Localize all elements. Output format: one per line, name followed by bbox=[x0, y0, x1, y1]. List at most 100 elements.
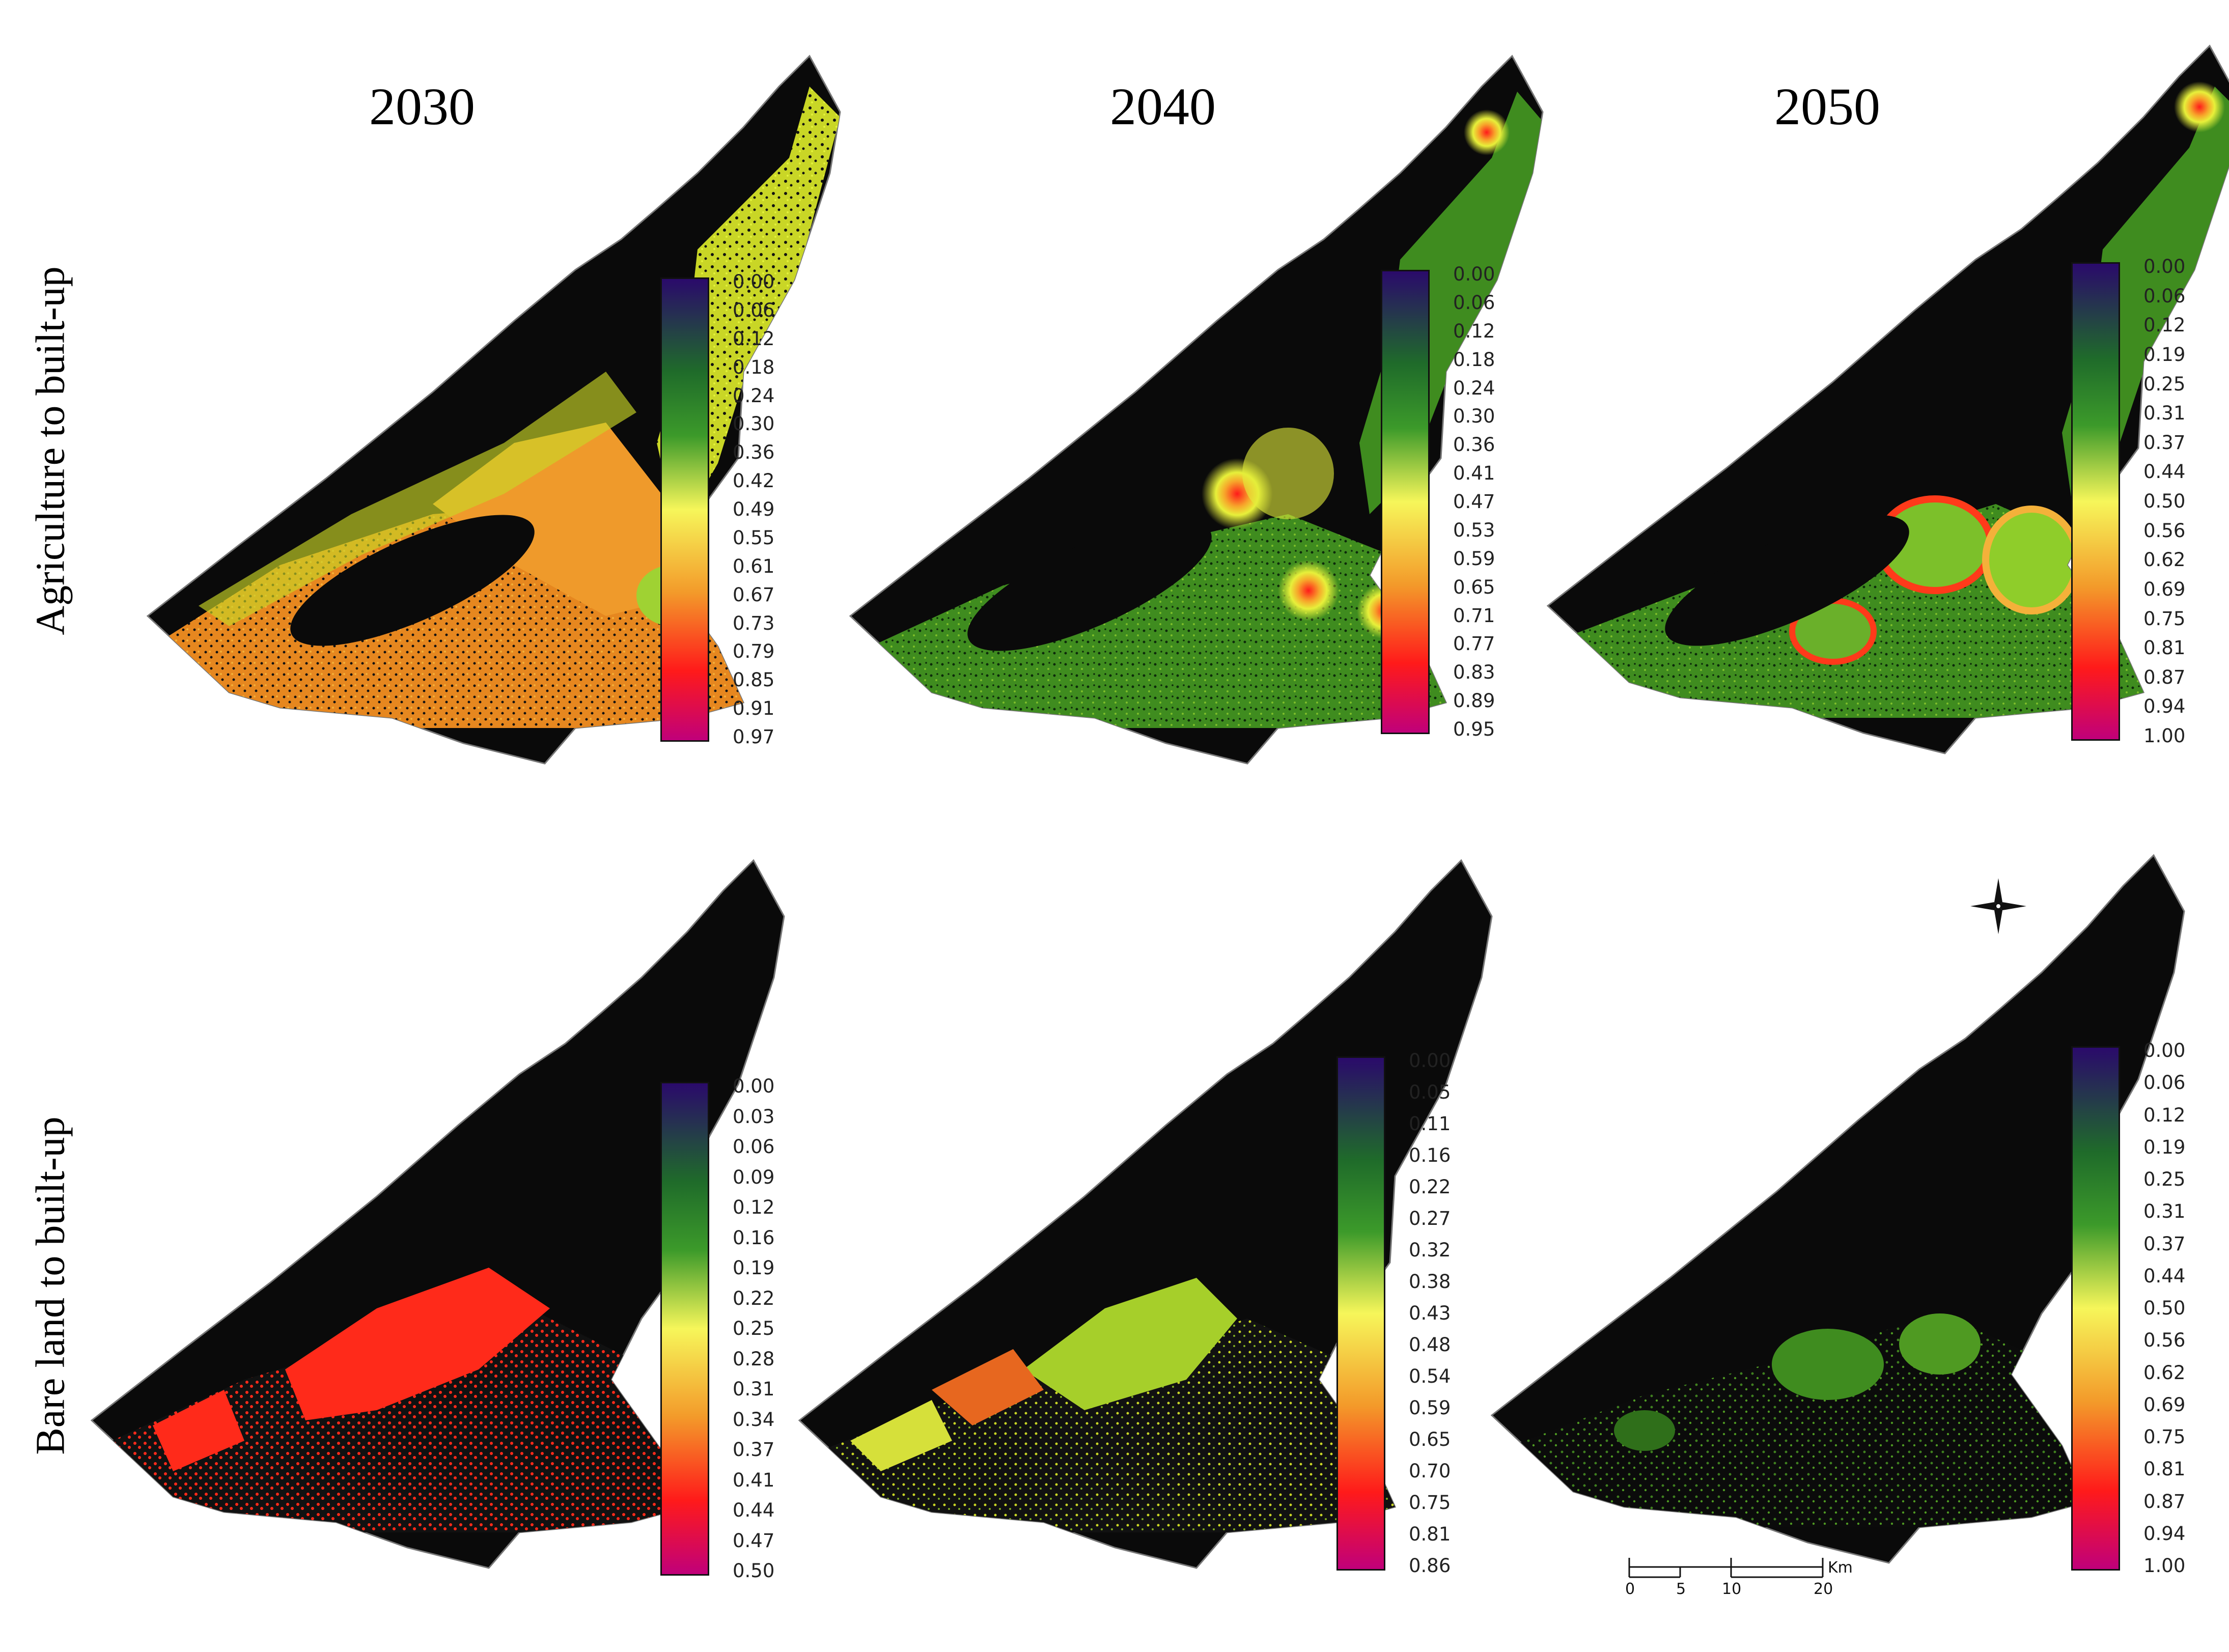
legend-tick-label: 0.00 bbox=[733, 1075, 775, 1097]
legend-tick-label: 0.87 bbox=[2143, 666, 2186, 688]
legend-tick-label: 0.31 bbox=[2143, 402, 2186, 425]
legend-bar bbox=[660, 277, 709, 742]
legend-tick-label: 1.00 bbox=[2143, 725, 2186, 747]
legend-tick-label: 0.00 bbox=[733, 271, 775, 293]
map-bare-2030 bbox=[91, 859, 785, 1569]
legend-tick-label: 0.47 bbox=[733, 1529, 775, 1552]
year-label-2040: 2040 bbox=[1110, 77, 1216, 136]
legend-tick-label: 0.94 bbox=[2143, 695, 2186, 718]
legend-tick-label: 0.12 bbox=[733, 1196, 775, 1218]
map-agri-2050 bbox=[1547, 45, 2229, 754]
year-label-2030: 2030 bbox=[369, 77, 475, 136]
legend-tick-label: 0.71 bbox=[1453, 604, 1495, 627]
legend-tick-label: 0.11 bbox=[1409, 1113, 1451, 1135]
legend-tick-label: 0.86 bbox=[1409, 1555, 1451, 1577]
legend-tick-label: 0.05 bbox=[1409, 1081, 1451, 1103]
legend-tick-label: 0.75 bbox=[1409, 1492, 1451, 1514]
legend-tick-label: 0.34 bbox=[733, 1408, 775, 1431]
legend-tick-label: 0.24 bbox=[733, 384, 775, 407]
legend-tick-label: 0.55 bbox=[733, 526, 775, 549]
legend-tick-label: 0.19 bbox=[733, 1257, 775, 1279]
legend-tick-label: 0.16 bbox=[1409, 1144, 1451, 1166]
legend-tick-label: 0.50 bbox=[2143, 1297, 2186, 1319]
legend-tick-label: 0.69 bbox=[2143, 578, 2186, 600]
legend-tick-label: 0.06 bbox=[733, 299, 775, 321]
legend-tick-label: 0.22 bbox=[733, 1287, 775, 1309]
legend-tick-label: 0.06 bbox=[2143, 1072, 2186, 1094]
legend-tick-label: 1.00 bbox=[2143, 1555, 2186, 1577]
legend-bar bbox=[660, 1082, 709, 1576]
legend-tick-label: 0.16 bbox=[733, 1226, 775, 1249]
legend-tick-label: 0.12 bbox=[733, 327, 775, 350]
legend-tick-label: 0.31 bbox=[733, 1378, 775, 1400]
legend-tick-label: 0.81 bbox=[1409, 1523, 1451, 1545]
scale-label-10: 10 bbox=[1722, 1580, 1742, 1598]
legend-tick-label: 0.83 bbox=[1453, 661, 1495, 684]
legend-tick-label: 0.91 bbox=[733, 697, 775, 720]
legend-tick-label: 0.97 bbox=[733, 726, 775, 748]
legend-tick-label: 0.56 bbox=[2143, 519, 2186, 542]
legend-tick-label: 0.03 bbox=[733, 1105, 775, 1128]
legend-tick-label: 0.61 bbox=[733, 555, 775, 577]
legend-tick-label: 0.43 bbox=[1409, 1302, 1451, 1324]
legend-tick-label: 0.85 bbox=[733, 669, 775, 691]
legend-tick-label: 0.69 bbox=[2143, 1393, 2186, 1416]
legend-tick-label: 0.48 bbox=[1409, 1334, 1451, 1356]
legend-tick-label: 0.62 bbox=[2143, 1361, 2186, 1384]
legend-tick-label: 0.31 bbox=[2143, 1200, 2186, 1223]
legend-tick-label: 0.32 bbox=[1409, 1239, 1451, 1261]
legend-tick-label: 0.75 bbox=[2143, 607, 2186, 630]
map-bare-2050 bbox=[1491, 854, 2185, 1564]
legend-tick-label: 0.22 bbox=[1409, 1176, 1451, 1198]
legend-tick-label: 0.81 bbox=[2143, 1458, 2186, 1480]
legend-bar bbox=[2071, 1046, 2120, 1571]
north-arrow-icon bbox=[1970, 878, 2026, 934]
legend-tick-label: 0.27 bbox=[1409, 1208, 1451, 1229]
legend-tick-label: 0.79 bbox=[733, 640, 775, 663]
legend-tick-label: 0.70 bbox=[1409, 1460, 1451, 1482]
legend-tick-label: 0.77 bbox=[1453, 633, 1495, 655]
legend-tick-label: 0.59 bbox=[1453, 547, 1495, 570]
legend-tick-label: 0.28 bbox=[733, 1348, 775, 1370]
scale-label-0: 0 bbox=[1625, 1580, 1635, 1598]
legend-tick-label: 0.50 bbox=[733, 1560, 775, 1582]
legend-tick-label: 0.09 bbox=[733, 1166, 775, 1188]
legend-tick-label: 0.30 bbox=[733, 413, 775, 435]
legend-tick-label: 0.06 bbox=[733, 1136, 775, 1158]
legend-tick-label: 0.25 bbox=[2143, 1168, 2186, 1190]
legend-tick-label: 0.25 bbox=[733, 1318, 775, 1339]
legend-tick-label: 0.12 bbox=[2143, 314, 2186, 337]
legend-tick-label: 0.67 bbox=[733, 583, 775, 606]
legend-tick-label: 0.44 bbox=[2143, 461, 2186, 483]
legend-tick-label: 0.37 bbox=[2143, 1233, 2186, 1255]
legend-tick-label: 0.54 bbox=[1409, 1365, 1451, 1387]
legend-tick-label: 0.41 bbox=[733, 1469, 775, 1491]
legend-tick-label: 0.49 bbox=[733, 498, 775, 520]
legend-tick-label: 0.75 bbox=[2143, 1426, 2186, 1448]
legend-tick-label: 0.19 bbox=[2143, 1136, 2186, 1158]
legend-tick-label: 0.24 bbox=[1453, 377, 1495, 399]
map-bare-2040 bbox=[798, 859, 1493, 1569]
legend-bar bbox=[2071, 262, 2120, 741]
legend-tick-label: 0.62 bbox=[2143, 549, 2186, 571]
legend-tick-label: 0.25 bbox=[2143, 373, 2186, 395]
legend-tick-label: 0.53 bbox=[1453, 519, 1495, 541]
legend-tick-label: 0.44 bbox=[2143, 1265, 2186, 1287]
legend-tick-label: 0.81 bbox=[2143, 637, 2186, 659]
legend-tick-label: 0.00 bbox=[2143, 256, 2186, 277]
legend-tick-label: 0.37 bbox=[733, 1439, 775, 1461]
legend-bar bbox=[1381, 270, 1430, 734]
scale-bar-lines bbox=[1628, 1558, 1824, 1578]
legend-tick-label: 0.65 bbox=[1453, 576, 1495, 598]
scale-label-20: 20 bbox=[1814, 1580, 1833, 1598]
legend-tick-label: 0.36 bbox=[733, 441, 775, 464]
legend-tick-label: 0.95 bbox=[1453, 718, 1495, 740]
legend-tick-label: 0.19 bbox=[2143, 343, 2186, 366]
legend-tick-label: 0.18 bbox=[733, 356, 775, 378]
legend-bar bbox=[1336, 1056, 1385, 1571]
legend-tick-label: 0.12 bbox=[2143, 1104, 2186, 1126]
legend-tick-label: 0.73 bbox=[733, 612, 775, 634]
legend-tick-label: 0.44 bbox=[733, 1499, 775, 1521]
legend-tick-label: 0.47 bbox=[1453, 491, 1495, 513]
